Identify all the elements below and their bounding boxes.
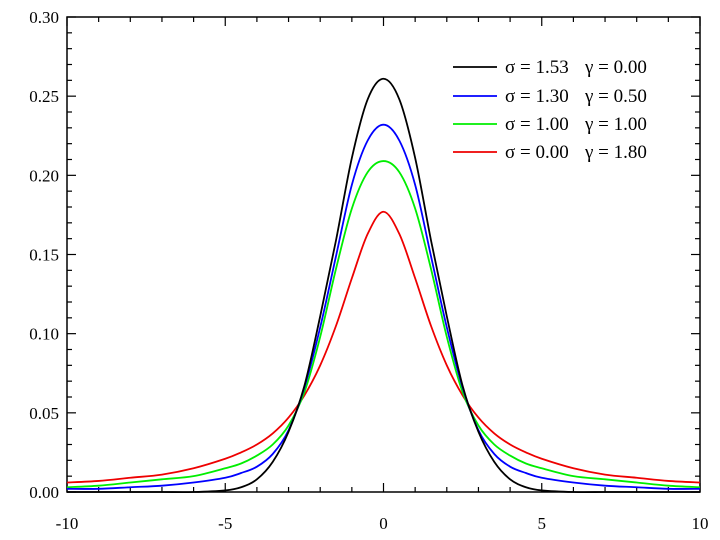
y-tick-label: 0.20 bbox=[29, 166, 59, 185]
x-tick-label: -10 bbox=[56, 514, 79, 533]
x-tick-label: 0 bbox=[379, 514, 388, 533]
legend-sigma-label: σ = 1.53 bbox=[505, 57, 569, 78]
y-tick-label: 0.05 bbox=[29, 404, 59, 423]
legend-gamma-label: γ = 1.80 bbox=[584, 142, 647, 163]
legend-gamma-label: γ = 0.00 bbox=[584, 57, 647, 78]
x-tick-label: -5 bbox=[218, 514, 232, 533]
legend: σ = 1.53 γ = 0.00 σ = 1.30 γ = 0.50 σ = 1.00… bbox=[453, 57, 647, 163]
series-line-1 bbox=[66, 77, 700, 494]
legend-gamma-label: γ = 1.00 bbox=[584, 114, 647, 135]
y-tick-label: 0.10 bbox=[29, 325, 59, 344]
y-tick-label: 0.25 bbox=[29, 87, 59, 106]
x-tick-label: 5 bbox=[538, 514, 547, 533]
y-tick-label: 0.15 bbox=[29, 246, 59, 265]
legend-sigma-label: σ = 0.00 bbox=[505, 142, 569, 163]
axis-ticks bbox=[66, 16, 701, 493]
legend-sigma-label: σ = 1.00 bbox=[505, 114, 569, 135]
y-tick-label: 0.30 bbox=[29, 8, 59, 27]
axis-tick-labels: -10 -5 0 5 10 0.00 0.05 0.10 0.15 0.20 0.25 0.30 bbox=[29, 8, 708, 533]
series-line-2 bbox=[66, 123, 701, 490]
y-tick-label: 0.00 bbox=[29, 483, 59, 502]
series-line-4 bbox=[66, 210, 701, 484]
legend-sigma-label: σ = 1.30 bbox=[505, 86, 569, 107]
series-lines bbox=[66, 77, 701, 494]
x-tick-label: 10 bbox=[692, 514, 709, 533]
legend-gamma-label: γ = 0.50 bbox=[584, 86, 647, 107]
series-line-3 bbox=[66, 160, 701, 489]
